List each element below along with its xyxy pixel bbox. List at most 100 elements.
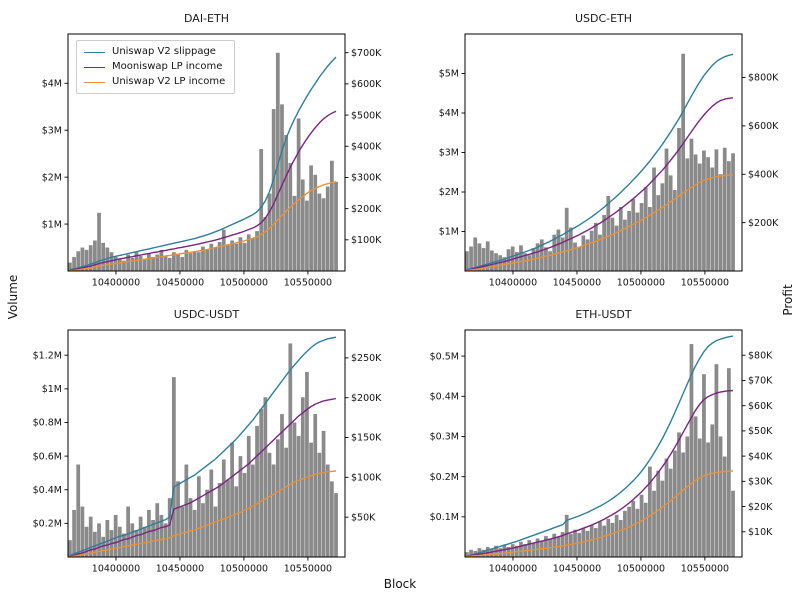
chart-title-eth-usdt: ETH-USDT [575,308,632,321]
x-tick-label: 10500000 [220,564,268,575]
x-tick-label: 10550000 [284,278,332,289]
right-tick-label: $20K [748,502,773,513]
x-tick-label: 10500000 [220,278,268,289]
right-tick-label: $400K [748,169,779,180]
right-tick-label: $100K [351,235,382,246]
chart-canvas-usdc-usdt: $0.2M $0.4M $0.6M $0.8M $1M $1.2M $50K $100K $15… [33,329,382,575]
left-tick-label: $0.2M [430,472,459,483]
line-uniswap-v2-slippage [69,336,337,557]
plot-border [67,329,346,558]
volume-bars [68,52,338,272]
line-mooniswap-lp-income [69,110,337,272]
chart-title-usdc-usdt: USDC-USDT [173,308,240,321]
x-tick-label: 10450000 [553,564,601,575]
legend-label-uniswap-v2-lp-income: Uniswap V2 LP income [112,76,226,87]
left-tick-label: $0.6M [33,451,62,462]
x-tick-label: 10400000 [92,278,140,289]
x-tick-label: 10400000 [489,564,537,575]
left-tick-label: $1.2M [33,350,62,361]
legend-label-mooniswap-lp-income: Mooniswap LP income [112,61,223,72]
x-tick-label: 10450000 [156,564,204,575]
plot-border [464,329,743,558]
line-uniswap-v2-slippage [69,56,337,271]
legend-item-uniswap-v2-lp-income: Uniswap V2 LP income [84,76,225,88]
chart-panel-dai-eth: DAI-ETH $1M $2M $3M $4M $100K $200K $300K $400K… [16,12,416,302]
left-tick-label: $2M [439,187,459,198]
x-tick-label: 10400000 [489,278,537,289]
x-tick-label: 10500000 [617,564,665,575]
line-uniswap-v2-slippage [466,53,734,271]
line-uniswap-v2-lp-income [466,470,734,558]
left-tick-label: $1M [439,227,459,238]
legend: Uniswap V2 slippage Mooniswap LP income … [76,40,236,94]
right-tick-label: $100K [351,473,382,484]
x-tick-label: 10550000 [681,564,729,575]
left-tick-label: $2M [42,172,62,183]
right-tick-label: $800K [748,73,779,84]
chart-title-usdc-eth: USDC-ETH [574,12,633,25]
chart-canvas-eth-usdt: $0.1M $0.2M $0.3M $0.4M $0.5M $10K $20K $30K $40… [430,329,773,575]
line-mooniswap-lp-income [69,397,337,557]
right-tick-label: $400K [351,141,382,152]
volume-bars [465,53,735,272]
line-uniswap-v2-lp-income [466,174,734,272]
right-tick-label: $80K [748,350,773,361]
chart-canvas-usdc-eth: $1M $2M $3M $4M $5M $200K $400K $600K $800K 10400… [439,33,779,289]
left-tick-label: $0.8M [33,418,62,429]
x-tick-label: 10550000 [681,278,729,289]
left-tick-label: $0.3M [430,432,459,443]
left-tick-label: $1M [42,219,62,230]
x-tick-label: 10450000 [156,278,204,289]
right-tick-label: $600K [748,121,779,132]
volume-bars [465,344,735,557]
left-tick-label: $3M [42,125,62,136]
line-uniswap-v2-lp-income [69,181,337,272]
right-tick-label: $200K [748,218,779,229]
left-tick-label: $1M [42,384,62,395]
x-tick-label: 10400000 [92,564,140,575]
left-tick-label: $0.4M [33,485,62,496]
legend-line-uniswap-v2-lp-income-icon [84,81,105,83]
left-tick-label: $5M [439,69,459,80]
right-tick-label: $50K [351,512,376,523]
right-tick-label: $50K [748,426,773,437]
left-tick-label: $3M [439,148,459,159]
line-uniswap-v2-lp-income [69,470,337,558]
right-tick-label: $200K [351,393,382,404]
right-tick-label: $500K [351,110,382,121]
left-tick-label: $0.1M [430,512,459,523]
right-tick-label: $250K [351,353,382,364]
x-axis-label-block: Block [383,577,417,591]
left-tick-label: $4M [439,108,459,119]
right-tick-label: $200K [351,204,382,215]
left-tick-label: $0.4M [430,391,459,402]
right-tick-label: $300K [351,173,382,184]
right-tick-label: $600K [351,79,382,90]
right-tick-label: $40K [748,451,773,462]
x-tick-label: 10500000 [617,278,665,289]
chart-panel-usdc-usdt: USDC-USDT $0.2M $0.4M $0.6M $0.8M $1M $1.2M $5… [16,308,416,598]
right-tick-label: $700K [351,48,382,59]
left-tick-label: $4M [42,78,62,89]
line-mooniswap-lp-income [466,389,734,557]
legend-line-uniswap-v2-slippage-icon [84,51,105,53]
x-tick-label: 10450000 [553,278,601,289]
legend-item-uniswap-v2-slippage: Uniswap V2 slippage [84,46,225,58]
chart-panel-usdc-eth: USDC-ETH $1M $2M $3M $4M $5M $200K $400K $600K $… [413,12,800,302]
right-tick-label: $60K [748,401,773,412]
right-tick-label: $30K [748,477,773,488]
right-tick-label: $10K [748,527,773,538]
left-tick-label: $0.5M [430,351,459,362]
legend-item-mooniswap-lp-income: Mooniswap LP income [84,61,225,73]
chart-canvas-dai-eth: $1M $2M $3M $4M $100K $200K $300K $400K $500K $60… [42,33,382,289]
line-uniswap-v2-slippage [466,335,734,557]
right-tick-label: $150K [351,433,382,444]
chart-panel-eth-usdt: ETH-USDT $0.1M $0.2M $0.3M $0.4M $0.5M $10K $2… [413,308,800,598]
plot-border [67,33,346,272]
legend-line-mooniswap-lp-income-icon [84,66,105,68]
line-mooniswap-lp-income [466,97,734,271]
chart-title-dai-eth: DAI-ETH [184,12,229,25]
volume-bars [68,343,338,557]
legend-label-uniswap-v2-slippage: Uniswap V2 slippage [112,46,216,57]
